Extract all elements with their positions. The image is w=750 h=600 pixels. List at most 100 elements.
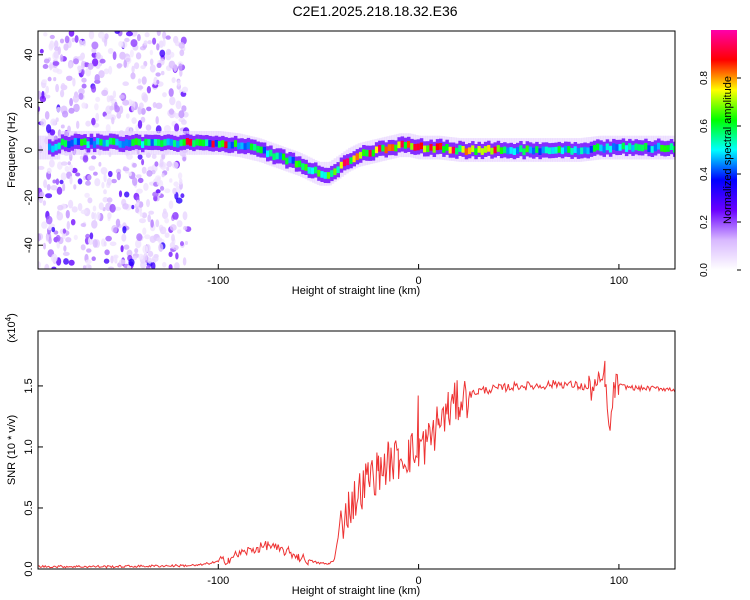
spectrogram-noise-cell [45, 215, 53, 225]
spectrogram-noise-cell [146, 86, 151, 94]
spectrogram-noise-cell [177, 172, 183, 180]
spectrogram-noise-cell [181, 105, 187, 112]
spectrogram-noise-cell [120, 245, 124, 253]
spectrogram-noise-cell [39, 95, 47, 103]
spectrogram-noise-cell [71, 37, 76, 43]
spectrogram-noise-cell [109, 241, 117, 247]
spectrogram-noise-cell [43, 242, 46, 250]
spectrogram-noise-cell [141, 158, 145, 166]
spectrogram-ridge-core [304, 164, 308, 171]
spectrogram-ridge-core [336, 166, 340, 174]
spectrogram-ridge-core [259, 146, 263, 154]
colorbar-tick-label: 0.6 [699, 119, 710, 133]
snr-scale-prefix: (x10 [6, 321, 18, 342]
spectrogram-noise-cell [87, 174, 92, 180]
spectrogram-noise-cell [169, 242, 176, 249]
spectrogram-ridge-core [493, 146, 497, 154]
spectrogram-ridge-core [89, 138, 94, 145]
spectrogram-noise-cell [44, 263, 50, 269]
spectrogram-noise-cell [101, 181, 105, 189]
spectrogram-ridge-core [141, 141, 145, 148]
spectrogram-ridge-core [634, 143, 638, 151]
spectrogram-ridge-core [173, 140, 177, 147]
spectrogram-noise-cell [88, 165, 96, 171]
spectrogram-noise-cell [144, 234, 151, 240]
colorbar-tick-label: 0.8 [699, 71, 710, 85]
spectrogram-ridge-core [451, 146, 456, 154]
spectrogram-noise-cell [182, 211, 188, 221]
spectrogram-ridge-core [227, 142, 231, 149]
spectrogram-noise-cell [77, 203, 83, 211]
spectrogram-noise-cell [52, 179, 57, 184]
spectrogram-noise-cell [80, 209, 88, 215]
spectrogram-noise-cell [60, 89, 65, 98]
spectrogram-ridge-core [326, 172, 331, 179]
spectrogram-ridge-core [384, 146, 388, 154]
spectrogram-noise-cell [55, 234, 61, 242]
spectrogram-ridge-core [612, 143, 616, 150]
spectrogram-ridge-core [352, 155, 356, 163]
spectrogram-noise-cell [53, 50, 59, 59]
spectrogram-noise-cell [43, 58, 50, 64]
spectrogram-ridge-core [253, 144, 257, 151]
spectrogram-noise-cell [98, 70, 105, 79]
spectrogram-ridge-core [176, 140, 180, 148]
spectrogram-noise-cell [135, 207, 140, 213]
spectrogram-noise-cell [95, 112, 100, 122]
spectrogram-noise-cell [107, 48, 114, 54]
spectrogram-ridge-core [669, 143, 674, 150]
spectrogram-ridge-core [461, 146, 465, 153]
snr-xtick-label: -100 [207, 575, 229, 587]
spectrogram-noise-cell [38, 106, 41, 112]
snr-panel: -100 0 100 0.0 0.5 1.0 1.5 Height of straight … [4, 313, 676, 597]
spectrogram-noise-cell [64, 165, 70, 172]
spectrogram-noise-cell [162, 261, 167, 268]
spectrogram-ridge-core [179, 139, 183, 147]
spectrogram-noise-cell [138, 253, 144, 260]
spectrogram-noise-cell [66, 75, 73, 82]
spectrogram-ridge-core [54, 143, 58, 151]
spectrogram-noise-cell [137, 177, 144, 184]
spectrogram-noise-cell [110, 255, 114, 264]
spectrogram-noise-cell [172, 161, 179, 169]
spectrogram-noise-cell [125, 113, 130, 119]
spectrogram-noise-cell [149, 64, 156, 73]
spectrogram-ridge-core [535, 146, 539, 153]
spectrogram-noise-cell [41, 79, 48, 84]
spectrogram-ridge-core [448, 146, 453, 154]
spectrogram-noise-cell [159, 49, 166, 58]
spectrogram-noise-cell [52, 61, 60, 66]
spectrogram-xlabel: Height of straight line (km) [292, 285, 420, 297]
spectrogram-noise-cell [50, 185, 58, 191]
snr-scale-label: (x104) [4, 313, 18, 343]
spectrogram-noise-cell [124, 37, 130, 43]
spectrogram-noise-cell [85, 264, 92, 269]
spectrogram-noise-cell [59, 54, 64, 62]
spectrogram-noise-cell [108, 65, 113, 75]
spectrogram-noise-cell [73, 103, 80, 113]
spectrogram-ridge-core [532, 147, 536, 155]
spectrogram-ridge-core [400, 140, 405, 148]
spectrogram-noise-cell [38, 261, 41, 269]
spectrogram-panel: -100 0 100 40 20 0 -20 -40 Height of straight l… [6, 30, 676, 297]
spectrogram-noise-cell [76, 120, 80, 129]
spectrogram-noise-cell [38, 90, 42, 99]
spectrogram-noise-cell [123, 59, 127, 68]
spectrogram-ridge-core [618, 144, 622, 151]
spectrogram-noise-cell [99, 58, 106, 64]
spectrogram-ridge-core [64, 140, 68, 147]
spectrogram-noise-cell [81, 69, 85, 76]
spectrogram-noise-cell [73, 58, 79, 65]
spectrogram-ridge-core [246, 142, 251, 149]
spectrogram-noise-cell [91, 41, 99, 50]
spectrogram-ridge-core [570, 148, 574, 155]
spectrogram-noise-cell [109, 203, 116, 213]
colorbar-ticks: 0.0 0.2 0.4 0.6 0.8 [699, 71, 741, 277]
spectrogram-noise-cell [134, 248, 139, 254]
spectrogram-noise-cell [92, 58, 99, 67]
spectrogram-noise-cell [107, 266, 115, 269]
spectrogram-ridge-core [525, 145, 530, 153]
spectrogram-noise-cell [64, 35, 70, 44]
spectrogram-ridge-core [192, 140, 196, 147]
spectrogram-noise-cell [166, 48, 171, 56]
